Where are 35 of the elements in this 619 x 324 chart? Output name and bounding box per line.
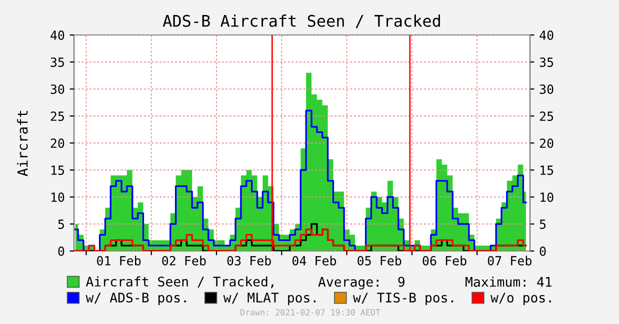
legend-label: w/ TIS-B pos. <box>352 292 454 306</box>
x-tick-label: 04 Feb <box>292 256 336 266</box>
legend-label: w/ MLAT pos. <box>223 292 316 306</box>
x-tick-label: 03 Feb <box>227 256 271 266</box>
legend-label: w/ ADS-B pos. <box>86 292 186 306</box>
legend-label: Aircraft Seen / Tracked, <box>86 276 274 288</box>
y-tick-label: 25 <box>50 112 64 121</box>
text: Average: 9 <box>318 276 404 290</box>
y2-tick-label: 35 <box>540 58 554 67</box>
x-tick-label: 06 Feb <box>422 256 466 266</box>
y-tick-label: 10 <box>51 192 64 202</box>
y-tick-label: 20 <box>50 138 64 148</box>
y2-tick-label: 10 <box>540 192 554 202</box>
y-tick-label: 35 <box>50 58 64 67</box>
text: Maximum: 41 <box>466 276 552 287</box>
y-tick-label: 40 <box>50 30 64 40</box>
y2-tick-label: 40 <box>540 30 554 40</box>
legend-label: w/o pos. <box>490 292 551 306</box>
y-tick-label: 0 <box>58 246 64 256</box>
text: Drawn: 2021-02-07 19:30 AEDT <box>240 309 380 316</box>
y-tick-label: 15 <box>51 166 64 175</box>
y-axis-title: Aircraft <box>17 110 28 176</box>
x-tick-label: 01 Feb <box>97 256 141 266</box>
x-tick-label: 07 Feb <box>488 256 532 266</box>
y2-tick-label: 15 <box>540 166 554 175</box>
y2-tick-label: 20 <box>540 138 554 148</box>
y2-tick-label: 30 <box>540 84 554 94</box>
y2-tick-label: 5 <box>540 220 546 229</box>
y2-tick-label: 0 <box>540 246 546 256</box>
x-tick-label: 05 Feb <box>358 256 402 266</box>
y2-tick-label: 25 <box>540 112 554 121</box>
x-tick-label: 02 Feb <box>162 256 206 266</box>
y-tick-label: 5 <box>58 220 64 229</box>
chart-title: ADS-B Aircraft Seen / Tracked <box>162 14 440 28</box>
y-tick-label: 30 <box>50 84 64 94</box>
